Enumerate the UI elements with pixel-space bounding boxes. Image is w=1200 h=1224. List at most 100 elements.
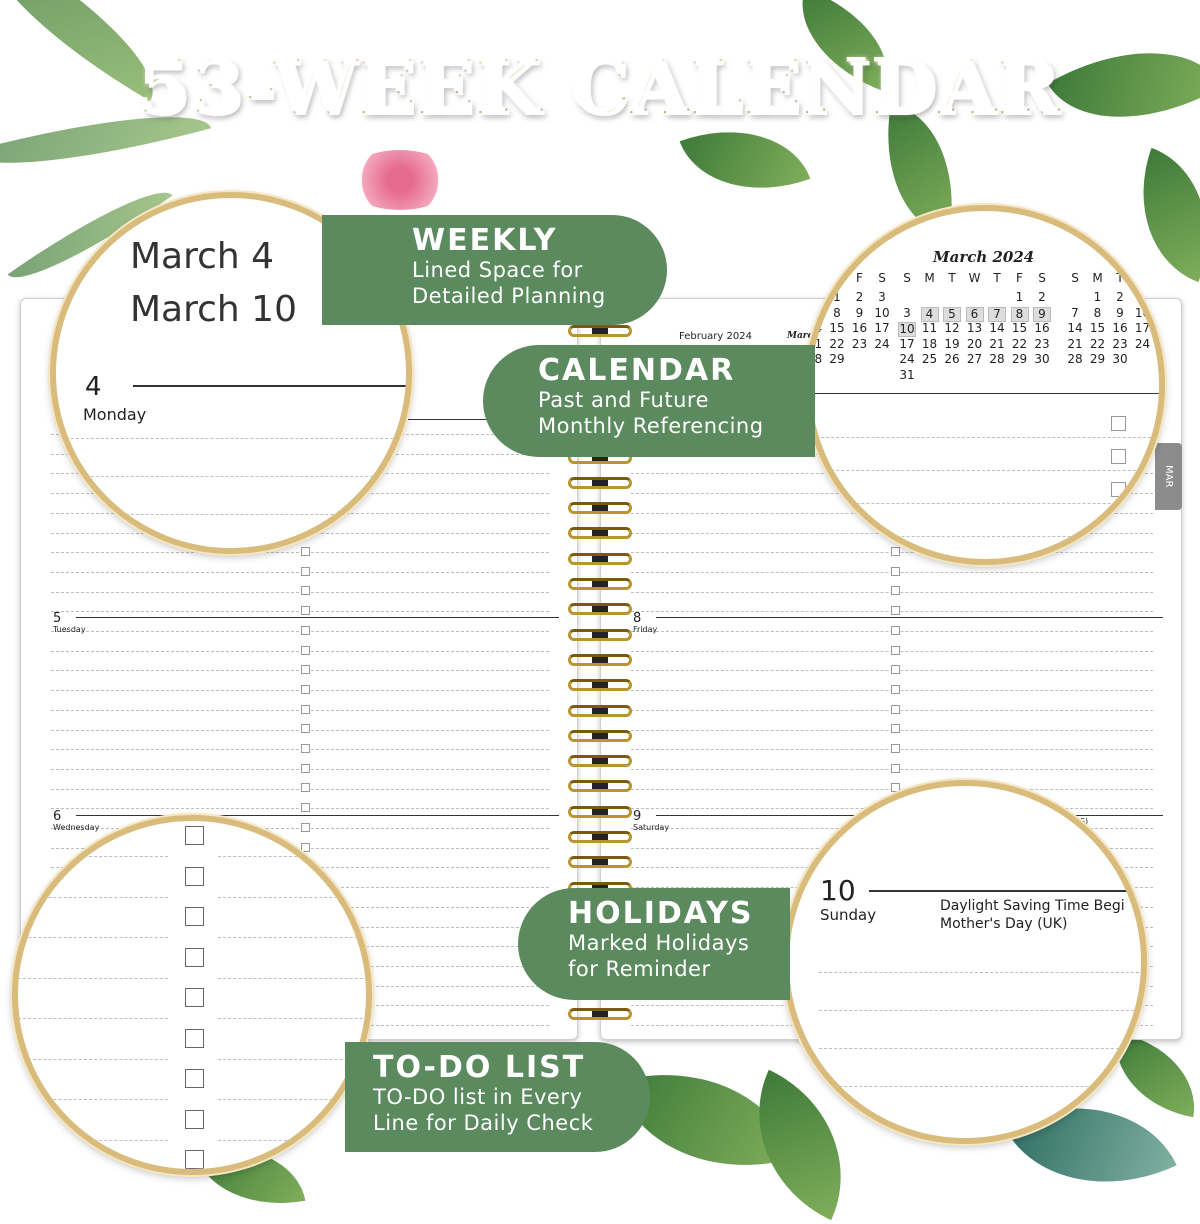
calendar-day[interactable]: 16 xyxy=(1034,321,1050,336)
calendar-day[interactable]: 7 xyxy=(1071,305,1079,320)
calendar-day[interactable]: 3 xyxy=(878,290,886,304)
todo-checkbox[interactable] xyxy=(301,763,310,773)
todo-checkbox[interactable] xyxy=(1111,449,1126,464)
calendar-day[interactable]: 28 xyxy=(1067,352,1083,367)
calendar-day[interactable]: 23 xyxy=(1112,336,1128,351)
calendar-day[interactable]: 21 xyxy=(989,336,1005,351)
calendar-day[interactable]: 8 xyxy=(833,305,841,320)
calendar-day[interactable]: 15 xyxy=(1089,321,1106,336)
calendar-day[interactable]: 15 xyxy=(829,321,845,336)
todo-checkbox[interactable] xyxy=(185,907,204,926)
calendar-day[interactable]: 11 xyxy=(921,321,938,336)
calendar-day[interactable]: 29 xyxy=(829,352,845,367)
calendar-day[interactable]: 18 xyxy=(1156,322,1159,335)
calendar-day[interactable]: 10 xyxy=(898,322,916,338)
todo-checkbox[interactable] xyxy=(891,625,900,635)
todo-checkbox[interactable] xyxy=(891,704,900,714)
calendar-day[interactable]: 17 xyxy=(1134,321,1151,336)
calendar-day[interactable]: 8 xyxy=(1093,305,1102,320)
calendar-day[interactable]: 2 xyxy=(1116,290,1124,304)
calendar-day[interactable]: 17 xyxy=(874,321,890,336)
calendar-day[interactable]: 1 xyxy=(1015,290,1024,304)
calendar-day[interactable]: 15 xyxy=(1011,321,1028,336)
calendar-day[interactable]: 14 xyxy=(1067,321,1083,336)
calendar-day[interactable]: 17 xyxy=(899,336,915,351)
todo-checkbox[interactable] xyxy=(301,704,310,714)
calendar-day[interactable]: 6 xyxy=(965,306,984,322)
calendar-day[interactable]: 7 xyxy=(810,305,819,320)
todo-checkbox[interactable] xyxy=(301,586,310,596)
todo-checkbox[interactable] xyxy=(891,783,900,793)
todo-checkbox[interactable] xyxy=(1111,482,1126,497)
calendar-day[interactable]: 7 xyxy=(988,306,1006,322)
calendar-day[interactable]: 20 xyxy=(966,336,983,351)
calendar-day[interactable]: 22 xyxy=(1089,336,1106,351)
todo-checkbox[interactable] xyxy=(301,566,310,576)
calendar-day[interactable]: 27 xyxy=(966,352,983,367)
todo-checkbox[interactable] xyxy=(891,547,900,556)
calendar-day[interactable]: 1 xyxy=(1093,290,1102,304)
todo-checkbox[interactable] xyxy=(891,566,900,576)
calendar-day[interactable]: 5 xyxy=(943,306,961,322)
todo-checkbox[interactable] xyxy=(301,822,310,832)
calendar-day[interactable]: 9 xyxy=(855,305,864,320)
todo-checkbox[interactable] xyxy=(301,684,310,694)
todo-checkbox[interactable] xyxy=(301,783,310,793)
todo-checkbox[interactable] xyxy=(301,625,310,635)
calendar-day[interactable]: 12 xyxy=(944,321,960,336)
todo-checkbox[interactable] xyxy=(301,665,310,675)
todo-checkbox[interactable] xyxy=(891,606,900,616)
calendar-day[interactable]: 31 xyxy=(899,368,915,382)
calendar-day[interactable]: 11 xyxy=(1156,306,1159,320)
todo-checkbox[interactable] xyxy=(891,645,900,655)
calendar-day[interactable]: 10 xyxy=(874,305,890,320)
calendar-day[interactable]: 30 xyxy=(1112,352,1128,367)
calendar-day[interactable]: 18 xyxy=(921,336,938,351)
todo-checkbox[interactable] xyxy=(301,547,310,556)
calendar-day[interactable]: 21 xyxy=(1067,336,1083,351)
calendar-day[interactable]: 9 xyxy=(1116,305,1124,320)
todo-checkbox[interactable] xyxy=(891,684,900,694)
todo-checkbox[interactable] xyxy=(301,606,310,616)
calendar-day[interactable]: 8 xyxy=(1010,306,1029,322)
month-tab-mar[interactable]: MAR xyxy=(1155,443,1182,510)
todo-checkbox[interactable] xyxy=(1111,416,1126,431)
todo-checkbox[interactable] xyxy=(185,988,204,1007)
todo-checkbox[interactable] xyxy=(891,744,900,753)
calendar-day[interactable]: 23 xyxy=(851,336,868,351)
todo-checkbox[interactable] xyxy=(185,1028,204,1048)
calendar-day[interactable]: 22 xyxy=(1011,336,1028,351)
calendar-day[interactable]: 9 xyxy=(1033,306,1051,322)
todo-checkbox[interactable] xyxy=(301,842,310,852)
calendar-day[interactable]: 28 xyxy=(811,353,824,366)
calendar-day[interactable]: 2 xyxy=(1038,290,1046,304)
calendar-day[interactable]: 24 xyxy=(1134,336,1151,351)
todo-checkbox[interactable] xyxy=(185,1069,204,1088)
calendar-day[interactable]: 16 xyxy=(851,321,868,336)
todo-checkbox[interactable] xyxy=(185,866,204,886)
calendar-day[interactable]: 16 xyxy=(1112,321,1128,336)
todo-checkbox[interactable] xyxy=(185,1150,204,1169)
calendar-day[interactable]: 24 xyxy=(874,336,890,351)
todo-checkbox[interactable] xyxy=(891,763,900,773)
calendar-day[interactable]: 10 xyxy=(1134,305,1151,320)
calendar-day[interactable]: 3 xyxy=(1138,290,1147,304)
calendar-day[interactable]: 30 xyxy=(1034,352,1050,367)
calendar-day[interactable]: 25 xyxy=(1156,337,1159,351)
todo-checkbox[interactable] xyxy=(301,724,310,734)
calendar-day[interactable]: 21 xyxy=(806,336,823,351)
todo-checkbox[interactable] xyxy=(891,586,900,596)
calendar-day[interactable]: 24 xyxy=(899,352,915,367)
calendar-day[interactable]: 3 xyxy=(903,305,911,320)
calendar-day[interactable]: 14 xyxy=(806,321,823,336)
calendar-day[interactable]: 14 xyxy=(989,321,1005,336)
calendar-day[interactable]: 29 xyxy=(1089,352,1106,367)
todo-checkbox[interactable] xyxy=(185,947,204,967)
calendar-day[interactable]: 13 xyxy=(966,321,983,336)
calendar-day[interactable]: 29 xyxy=(1011,352,1028,367)
calendar-day[interactable]: 2 xyxy=(855,290,864,304)
calendar-day[interactable]: 19 xyxy=(944,336,960,351)
todo-checkbox[interactable] xyxy=(891,665,900,675)
calendar-day[interactable]: 22 xyxy=(829,336,845,351)
todo-checkbox[interactable] xyxy=(185,1109,204,1129)
